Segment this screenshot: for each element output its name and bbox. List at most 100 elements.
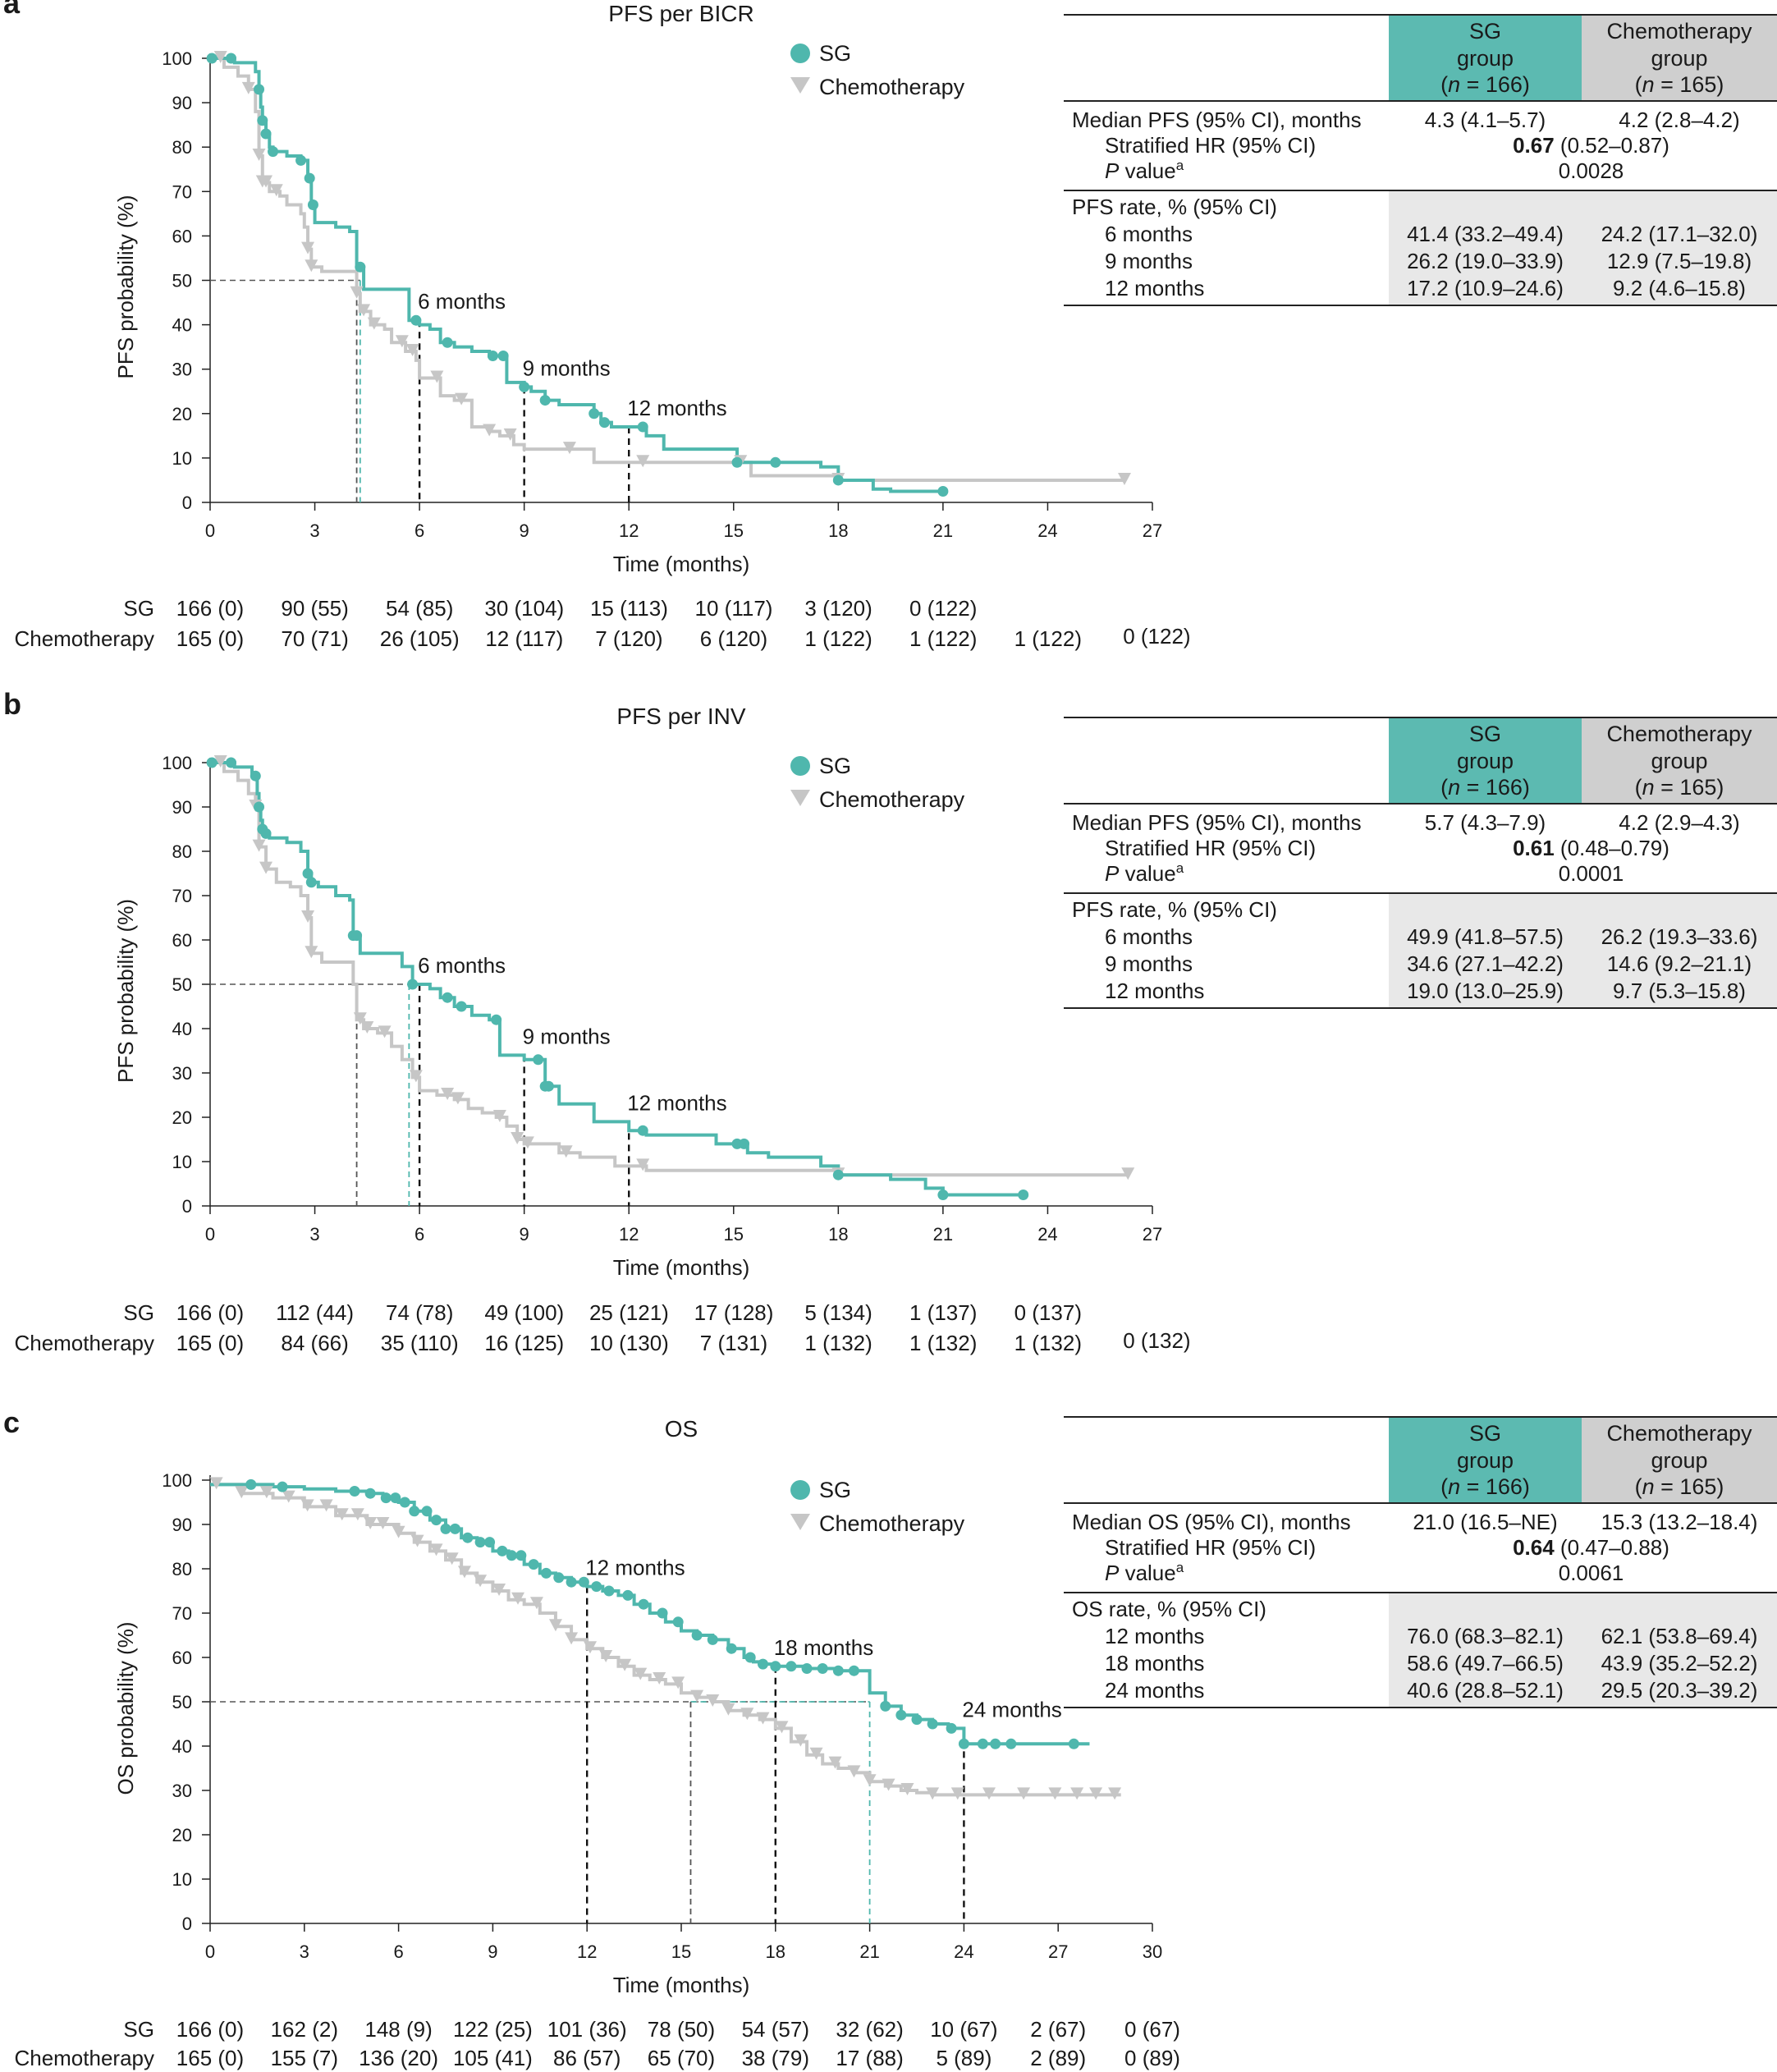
landmark-label: 9 months <box>523 1024 611 1048</box>
sg-censor-mark <box>638 1598 649 1610</box>
sg-censor-mark <box>254 801 265 813</box>
table-header-chemo-line1: Chemotherapy <box>1606 19 1752 44</box>
sg-censor-mark <box>442 337 453 348</box>
risk-cell-chemo: 7 (120) <box>595 626 662 651</box>
y-tick-label: 50 <box>172 1692 192 1712</box>
x-tick-label: 15 <box>724 520 744 541</box>
landmark-label: 6 months <box>418 289 506 314</box>
sg-censor-mark <box>519 381 530 392</box>
chemo-censor-mark <box>378 1025 392 1038</box>
risk-cell-sg: 2 (67) <box>1030 2017 1086 2042</box>
sg-censor-mark <box>302 868 314 879</box>
risk-cell-sg: 10 (117) <box>695 596 773 621</box>
n-value: = 165 <box>1655 1474 1717 1499</box>
risk-row-label-sg: SG <box>123 596 154 621</box>
p-word: value <box>1119 861 1175 886</box>
sg-censor-mark <box>257 115 268 126</box>
hr-ci: (0.52–0.87) <box>1555 133 1669 158</box>
sg-censor-mark <box>598 417 610 429</box>
x-tick-label: 27 <box>1048 1941 1068 1962</box>
chemo-censor-mark <box>474 1575 488 1588</box>
chemo-censor-mark <box>809 1747 823 1760</box>
hr-estimate: 0.61 <box>1513 836 1555 860</box>
risk-cell-chemo: 1 (122) <box>909 626 977 651</box>
risk-row-label-chemo: Chemotherapy <box>14 626 154 651</box>
y-tick-label: 70 <box>172 886 192 906</box>
risk-cell-chemo: 1 (122) <box>804 626 872 651</box>
p-word: value <box>1119 1561 1175 1585</box>
n-symbol: n <box>1448 1474 1460 1499</box>
y-tick-label: 90 <box>172 93 192 113</box>
sg-censor-mark <box>497 350 509 361</box>
sg-censor-mark <box>206 757 218 768</box>
sg-censor-mark <box>937 1190 949 1200</box>
sg-censor-mark <box>515 1550 527 1561</box>
chemo-censor-mark <box>282 1490 295 1503</box>
chemo-censor-mark <box>706 1694 720 1707</box>
chemo-censor-mark <box>395 335 409 348</box>
y-axis-label: OS probability (%) <box>113 1622 138 1795</box>
table-shaded-block <box>1389 1593 1777 1708</box>
chemo-censor-mark <box>209 1477 223 1490</box>
sg-censor-mark <box>410 314 422 326</box>
y-tick-label: 100 <box>162 1470 192 1491</box>
risk-cell-chemo: 165 (0) <box>176 626 244 651</box>
table-header-chemo-line2: group <box>1651 46 1707 71</box>
table-median-label: Median OS (95% CI), months <box>1072 1510 1351 1534</box>
chemo-censor-mark <box>828 1756 842 1769</box>
sg-censor-mark <box>355 261 366 273</box>
risk-cell-sg: 25 (121) <box>589 1300 669 1325</box>
sg-censor-mark <box>456 1001 467 1012</box>
risk-cell-sg: 112 (44) <box>276 1300 354 1325</box>
table-rate-chemo: 43.9 (35.2–52.2) <box>1601 1651 1758 1675</box>
sg-censor-mark <box>260 128 272 140</box>
paren: ( <box>1635 72 1642 97</box>
sg-censor-mark <box>880 1700 891 1712</box>
risk-cell-chemo: 105 (41) <box>453 2046 533 2070</box>
x-tick-label: 18 <box>828 520 848 541</box>
y-tick-label: 50 <box>172 974 192 995</box>
table-header-chemo-line1: Chemotherapy <box>1606 1421 1752 1446</box>
table-rate-sg: 26.2 (19.0–33.9) <box>1407 249 1564 273</box>
risk-cell-sg: 54 (85) <box>386 596 453 621</box>
y-tick-label: 60 <box>172 930 192 951</box>
p-footnote: a <box>1176 1560 1184 1575</box>
table-rate-sg: 40.6 (28.8–52.1) <box>1407 1678 1564 1703</box>
sg-censor-mark <box>817 1663 828 1674</box>
chemo-censor-mark <box>636 455 650 468</box>
risk-cell-sg: 101 (36) <box>547 2017 627 2042</box>
table-header-sg-line1: SG <box>1469 19 1501 44</box>
x-tick-label: 18 <box>766 1941 785 1962</box>
hr-ci: (0.48–0.79) <box>1555 836 1669 860</box>
y-tick-label: 10 <box>172 448 192 469</box>
y-tick-label: 30 <box>172 1781 192 1801</box>
n-value: = 166 <box>1460 1474 1523 1499</box>
risk-cell-chemo: 1 (132) <box>1014 1331 1082 1355</box>
risk-cell-sg: 10 (67) <box>930 2017 997 2042</box>
chemo-censor-mark <box>305 946 318 959</box>
sg-censor-mark <box>591 1581 602 1593</box>
sg-censor-mark <box>474 1537 486 1548</box>
panel-b: b PFS per INV 0 10 20 30 40 50 60 70 80 90 100 0 3 6 9 12… <box>3 687 1777 1355</box>
legend: SG Chemotherapy <box>790 1478 965 1536</box>
x-tick-label: 15 <box>671 1941 691 1962</box>
table-rate-label: PFS rate, % (95% CI) <box>1072 195 1277 219</box>
table-median-label: Median PFS (95% CI), months <box>1072 108 1362 132</box>
x-tick-label: 27 <box>1143 520 1162 541</box>
chemo-censor-mark <box>364 1517 378 1529</box>
sg-censor-mark <box>770 456 781 468</box>
sg-censor-mark <box>895 1709 907 1721</box>
table-rate-row-label: 12 months <box>1105 979 1204 1003</box>
n-value: = 165 <box>1655 72 1717 97</box>
chemo-censor-mark <box>503 428 517 441</box>
y-tick-label: 20 <box>172 404 192 424</box>
risk-cell-chemo: 0 (122) <box>1123 624 1190 649</box>
x-tick-label: 9 <box>520 1224 529 1245</box>
x-tick-label: 9 <box>488 1941 497 1962</box>
chemo-censor-mark <box>653 1672 666 1685</box>
sg-censor-mark <box>431 1515 442 1526</box>
sg-censor-mark <box>351 930 363 942</box>
chemo-censor-mark <box>235 1486 249 1499</box>
p-footnote: a <box>1176 860 1184 876</box>
table-header-sg-line2: group <box>1457 46 1514 71</box>
